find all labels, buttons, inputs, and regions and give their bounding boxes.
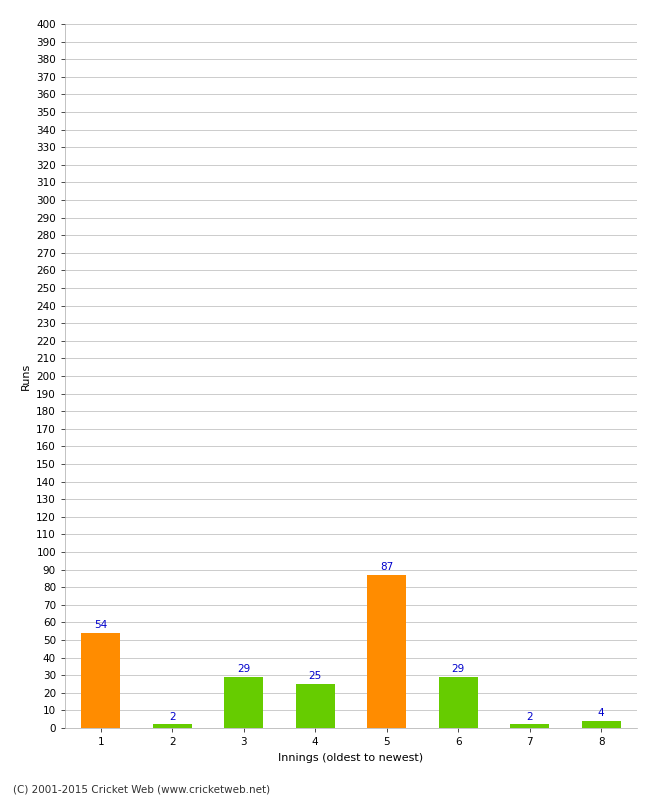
Y-axis label: Runs: Runs — [21, 362, 31, 390]
Bar — [582, 721, 621, 728]
Bar — [81, 633, 120, 728]
Bar — [439, 677, 478, 728]
Text: 54: 54 — [94, 620, 107, 630]
Text: 2: 2 — [526, 712, 533, 722]
Text: 87: 87 — [380, 562, 393, 572]
Bar — [224, 677, 263, 728]
Bar — [296, 684, 335, 728]
Bar — [510, 725, 549, 728]
Bar — [367, 575, 406, 728]
X-axis label: Innings (oldest to newest): Innings (oldest to newest) — [278, 753, 424, 762]
Text: 29: 29 — [452, 664, 465, 674]
Text: 29: 29 — [237, 664, 250, 674]
Text: 4: 4 — [598, 708, 604, 718]
Text: 25: 25 — [309, 671, 322, 682]
Text: 2: 2 — [169, 712, 176, 722]
Text: (C) 2001-2015 Cricket Web (www.cricketweb.net): (C) 2001-2015 Cricket Web (www.cricketwe… — [13, 784, 270, 794]
Bar — [153, 725, 192, 728]
